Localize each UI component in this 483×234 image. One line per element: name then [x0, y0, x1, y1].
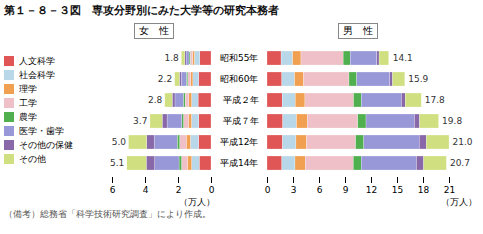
svg-text:14.1: 14.1 [393, 53, 413, 63]
html-text:（備考）総務省「科学技術研究調査」により作成。: （備考）総務省「科学技術研究調査」により作成。 [4, 209, 211, 219]
svg-text:15: 15 [392, 185, 403, 195]
svg-text:2.8: 2.8 [148, 95, 163, 105]
svg-text:4: 4 [143, 185, 149, 195]
svg-text:0: 0 [209, 185, 215, 195]
svg-text:21.0: 21.0 [453, 137, 473, 147]
svg-text:0: 0 [265, 185, 271, 195]
html-text:その他: その他 [18, 153, 46, 164]
svg-text:6: 6 [110, 185, 116, 195]
html-text:人文科学: 人文科学 [18, 55, 55, 66]
svg-text:6: 6 [317, 185, 323, 195]
svg-text:5.0: 5.0 [112, 137, 127, 147]
svg-text:9: 9 [343, 185, 349, 195]
html-text:農学: 農学 [18, 111, 37, 122]
svg-text:18: 18 [418, 185, 430, 195]
svg-text:2: 2 [176, 185, 182, 195]
svg-text:17.8: 17.8 [425, 95, 445, 105]
html-text:男 性: 男 性 [343, 25, 373, 36]
html-text:理学: 理学 [18, 83, 37, 94]
svg-text:12: 12 [366, 185, 377, 195]
html-text:社会科学: 社会科学 [18, 69, 55, 80]
svg-text:昭和60年: 昭和60年 [220, 74, 258, 84]
svg-text:19.8: 19.8 [442, 116, 462, 126]
svg-text:20.7: 20.7 [450, 158, 470, 168]
svg-text:5.1: 5.1 [110, 158, 124, 168]
svg-text:平成２年: 平成２年 [223, 95, 259, 105]
svg-text:平成12年: 平成12年 [220, 137, 258, 147]
html-text:その他の保健: その他の保健 [18, 139, 73, 150]
svg-text:平成14年: 平成14年 [220, 158, 258, 168]
svg-text:（万人）: （万人） [441, 197, 477, 207]
svg-text:平成７年: 平成７年 [223, 116, 259, 126]
svg-text:（万人）: （万人） [179, 197, 215, 207]
svg-text:1.8: 1.8 [164, 53, 179, 63]
svg-text:21: 21 [444, 185, 455, 195]
svg-text:15.9: 15.9 [408, 74, 428, 84]
html-text:女 性: 女 性 [138, 25, 169, 36]
svg-text:昭和55年: 昭和55年 [220, 53, 258, 63]
html-text:工学: 工学 [18, 97, 37, 108]
html-text:医学・歯学: 医学・歯学 [18, 125, 64, 136]
svg-text:3.7: 3.7 [133, 116, 147, 126]
svg-text:2.2: 2.2 [158, 74, 172, 84]
html-text:第１－８－３図 専攻分野別にみた大学等の研究本務者: 第１－８－３図 専攻分野別にみた大学等の研究本務者 [4, 4, 279, 17]
svg-text:3: 3 [291, 185, 297, 195]
